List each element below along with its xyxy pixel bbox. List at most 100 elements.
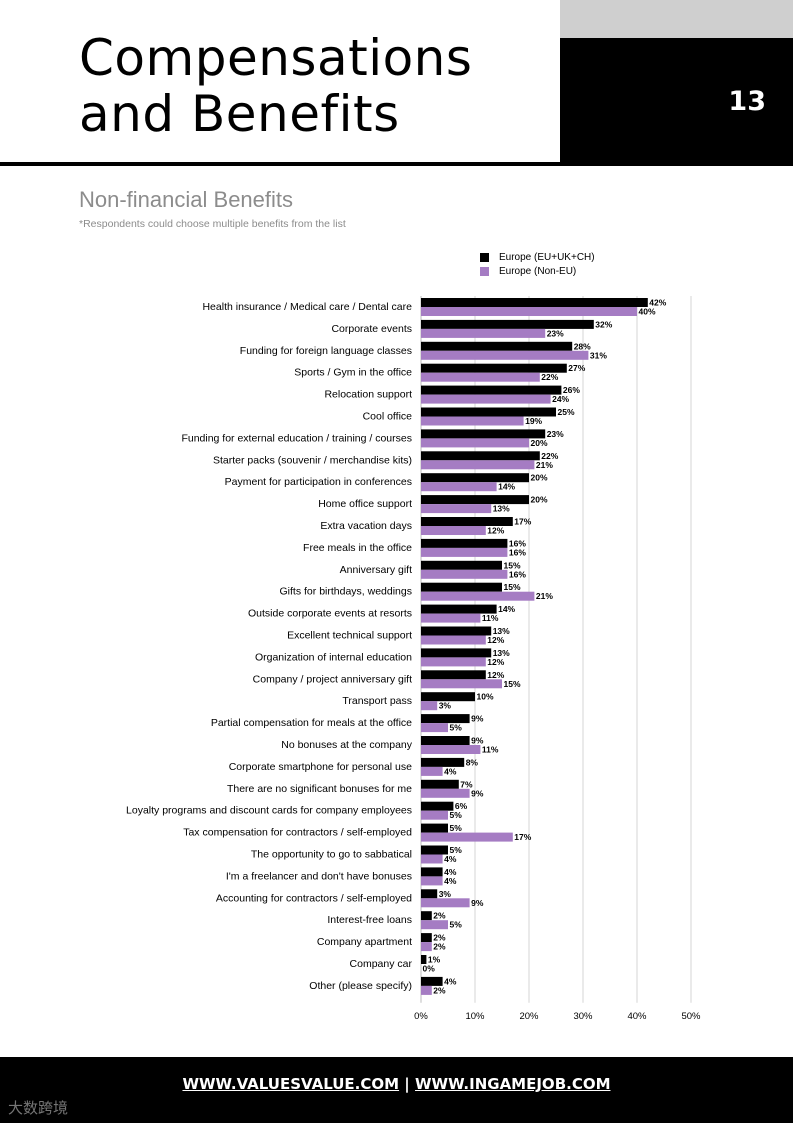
category-label: Organization of internal education (255, 651, 412, 663)
bar-eu (421, 867, 443, 877)
section-subtitle: Non-financial Benefits (79, 187, 294, 212)
category-label: Company / project anniversary gift (253, 673, 412, 685)
bar-non-eu (421, 591, 535, 601)
category-label: Partial compensation for meals at the of… (211, 717, 412, 729)
data-label: 15% (504, 560, 521, 570)
category-label: The opportunity to go to sabbatical (251, 849, 412, 861)
category-label: Company apartment (317, 936, 412, 948)
bar-eu (421, 801, 454, 811)
data-label: 4% (444, 976, 457, 986)
category-label: Gifts for birthdays, weddings (280, 586, 412, 598)
data-label: 17% (514, 832, 531, 842)
bar-eu (421, 451, 540, 461)
legend-swatch-series-2 (480, 266, 489, 276)
data-label: 32% (595, 319, 612, 329)
chart-legend: Europe (EU+UK+CH) Europe (Non-EU) (480, 250, 595, 278)
category-label: Excellent technical support (287, 630, 412, 642)
data-label: 10% (477, 692, 494, 702)
bar-non-eu (421, 832, 513, 842)
footer-link-valuesvalue[interactable]: WWW.VALUESVALUE.COM (182, 1075, 400, 1093)
bar-eu (421, 407, 556, 417)
data-label: 3% (439, 701, 452, 711)
data-label: 12% (487, 657, 504, 667)
bar-non-eu (421, 985, 432, 995)
data-label: 23% (547, 328, 564, 338)
x-tick-label: 50% (681, 1011, 701, 1022)
bar-non-eu (421, 613, 481, 623)
title-underline (0, 162, 560, 166)
header-accent-gray (560, 0, 793, 38)
page-title-line1: Compensations (79, 29, 473, 87)
bar-non-eu (421, 657, 486, 667)
data-label: 19% (525, 416, 542, 426)
page-title-line2: and Benefits (79, 85, 400, 143)
bar-eu (421, 955, 427, 964)
footer-links: WWW.VALUESVALUE.COM | WWW.INGAMEJOB.COM (0, 1075, 793, 1093)
data-label: 9% (471, 788, 484, 798)
category-label: Sports / Gym in the office (294, 367, 412, 379)
data-label: 12% (487, 635, 504, 645)
category-label: Transport pass (342, 695, 412, 707)
bar-eu (421, 429, 546, 439)
category-label: Home office support (318, 498, 412, 510)
bar-eu (421, 889, 438, 899)
data-label: 16% (509, 547, 526, 557)
data-label: 25% (558, 407, 575, 417)
bar-non-eu (421, 635, 486, 645)
category-label: Loyalty programs and discount cards for … (126, 805, 412, 817)
data-label: 5% (450, 810, 463, 820)
footer-link-ingamejob[interactable]: WWW.INGAMEJOB.COM (415, 1075, 611, 1093)
data-label: 5% (450, 920, 463, 930)
bar-eu (421, 473, 529, 483)
data-label: 12% (487, 670, 504, 680)
bar-eu (421, 823, 448, 833)
data-label: 15% (504, 679, 521, 689)
bar-eu (421, 670, 486, 680)
data-label: 20% (531, 495, 548, 505)
category-label: Company car (350, 958, 413, 970)
data-label: 15% (504, 582, 521, 592)
category-label: Extra vacation days (320, 520, 412, 532)
data-label: 12% (487, 526, 504, 536)
bar-eu (421, 976, 443, 986)
data-label: 11% (482, 745, 499, 755)
data-label: 4% (444, 766, 457, 776)
category-label: Anniversary gift (340, 564, 412, 576)
bar-non-eu (421, 460, 535, 470)
data-label: 21% (536, 460, 553, 470)
bar-non-eu (421, 394, 551, 404)
category-label: Cool office (363, 411, 413, 423)
category-label: Interest-free loans (327, 914, 412, 926)
data-label: 9% (471, 736, 484, 746)
bar-eu (421, 495, 529, 505)
bar-eu (421, 341, 573, 351)
data-label: 4% (444, 854, 457, 864)
bar-eu (421, 298, 648, 307)
bar-eu (421, 779, 459, 789)
bar-non-eu (421, 876, 443, 886)
bar-eu (421, 604, 497, 614)
data-label: 40% (639, 307, 656, 317)
bar-eu (421, 626, 492, 636)
bar-eu (421, 911, 432, 921)
data-label: 2% (433, 942, 446, 952)
bar-non-eu (421, 416, 524, 426)
bar-non-eu (421, 350, 589, 360)
category-label: Funding for foreign language classes (240, 345, 412, 357)
bar-non-eu (421, 307, 637, 316)
bar-eu (421, 385, 562, 395)
bar-non-eu (421, 482, 497, 492)
category-label: Tax compensation for contractors / self-… (183, 827, 412, 839)
data-label: 13% (493, 648, 510, 658)
data-label: 2% (433, 985, 446, 995)
data-label: 20% (531, 438, 548, 448)
footer-bar (0, 1057, 793, 1123)
bar-non-eu (421, 745, 481, 754)
bar-eu (421, 319, 594, 329)
bar-eu (421, 582, 502, 592)
bar-eu (421, 714, 470, 724)
bar-non-eu (421, 328, 546, 338)
data-label: 14% (498, 604, 515, 614)
data-label: 0% (423, 964, 436, 974)
category-label: Corporate smartphone for personal use (229, 761, 412, 773)
